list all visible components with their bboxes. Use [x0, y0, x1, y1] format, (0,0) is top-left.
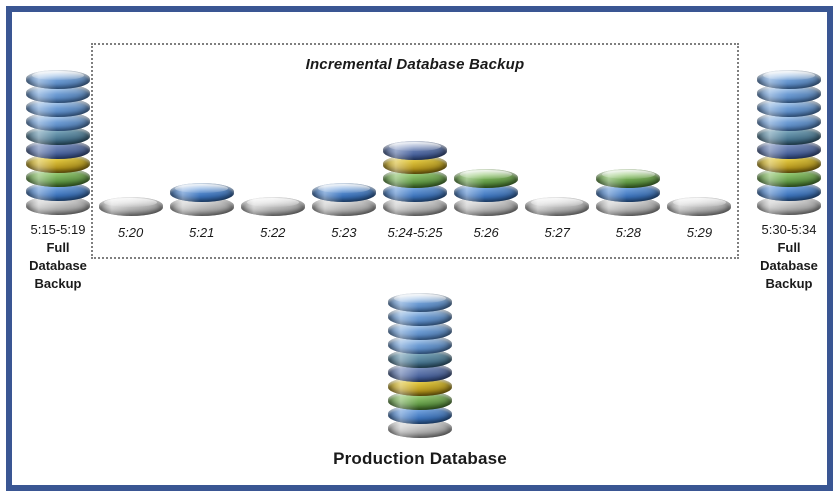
incremental-stack-group: 5:22 — [237, 197, 308, 240]
database-disk-lightblue — [757, 70, 821, 89]
backup-label-line: Database — [760, 258, 818, 273]
database-disk-green — [382, 169, 447, 188]
production-database-label: Production Database — [333, 449, 507, 468]
database-disk-navy — [757, 140, 821, 159]
incremental-stack — [667, 197, 732, 216]
incremental-stack-group: 5:29 — [664, 197, 735, 240]
incremental-stack — [98, 197, 163, 216]
database-disk-green — [388, 391, 452, 410]
incremental-time-label: 5:27 — [544, 225, 570, 240]
database-disk-gray — [596, 197, 661, 216]
incremental-stack-group: 5:24-5:25 — [379, 141, 450, 240]
database-disk-gray — [26, 196, 90, 215]
incremental-stack — [454, 169, 519, 216]
database-disk-gray — [240, 197, 305, 216]
database-disk-navy — [382, 141, 447, 160]
database-disk-teal — [26, 126, 90, 145]
incremental-stack-group: 5:27 — [522, 197, 593, 240]
database-disk-lightblue — [26, 112, 90, 131]
backup-label-line: Full — [777, 240, 801, 255]
database-disk-blue — [596, 183, 661, 202]
backup-time-range: 5:30-5:34 — [761, 222, 817, 237]
database-disk-gold — [757, 154, 821, 173]
database-disk-navy — [388, 363, 452, 382]
backup-label-line: Database — [29, 258, 87, 273]
backup-label-line: Full — [46, 240, 70, 255]
incremental-stack — [382, 141, 447, 216]
incremental-stack — [525, 197, 590, 216]
incremental-time-label: 5:28 — [615, 225, 641, 240]
database-disk-lightblue — [757, 98, 821, 117]
database-disk-lightblue — [388, 321, 452, 340]
backup-label-line: Backup — [765, 276, 813, 291]
database-disk-lightblue — [757, 112, 821, 131]
database-disk-blue — [26, 182, 90, 201]
incremental-time-label: 5:20 — [117, 225, 144, 240]
incremental-stack — [169, 183, 234, 216]
incremental-stack — [240, 197, 305, 216]
database-disk-green — [596, 169, 661, 188]
incremental-time-label: 5:24-5:25 — [387, 225, 443, 240]
database-disk-gray — [311, 197, 376, 216]
database-disk-blue — [311, 183, 376, 202]
full-backup-group-right: 5:30-5:34 Full Database Backup — [744, 70, 834, 293]
full-backup-label-left: 5:15-5:19 Full Database Backup — [13, 221, 103, 293]
incremental-stack — [596, 169, 661, 216]
incremental-stack-group: 5:20 — [95, 197, 166, 240]
database-disk-teal — [388, 349, 452, 368]
database-disk-lightblue — [388, 307, 452, 326]
incremental-time-label: 5:26 — [473, 225, 499, 240]
incremental-backup-region — [91, 43, 739, 259]
incremental-stack-group: 5:23 — [308, 183, 379, 240]
production-database-stack — [250, 293, 590, 438]
incremental-time-label: 5:21 — [189, 225, 215, 240]
incremental-stack-group: 5:28 — [593, 169, 664, 240]
database-disk-gray — [382, 197, 447, 216]
database-disk-lightblue — [26, 70, 90, 89]
database-disk-gray — [525, 197, 590, 216]
database-disk-green — [454, 169, 519, 188]
database-disk-blue — [757, 182, 821, 201]
database-disk-gold — [382, 155, 447, 174]
database-disk-lightblue — [388, 293, 452, 312]
database-disk-teal — [757, 126, 821, 145]
database-disk-gold — [388, 377, 452, 396]
database-disk-gray — [388, 419, 452, 438]
database-disk-gold — [26, 154, 90, 173]
incremental-stack-group: 5:26 — [451, 169, 522, 240]
database-disk-blue — [454, 183, 519, 202]
incremental-stack — [311, 183, 376, 216]
database-disk-gray — [757, 196, 821, 215]
database-disk-blue — [169, 183, 234, 202]
backup-time-range: 5:15-5:19 — [30, 222, 86, 237]
incremental-time-label: 5:22 — [260, 225, 286, 240]
database-disk-lightblue — [757, 84, 821, 103]
production-database-group: Production Database — [250, 293, 590, 469]
full-backup-stack-left — [13, 70, 103, 215]
incremental-backup-title: Incremental Database Backup — [305, 56, 525, 73]
incremental-time-label: 5:29 — [686, 225, 713, 240]
database-disk-green — [26, 168, 90, 187]
full-backup-stack-right — [744, 70, 834, 215]
incremental-time-label: 5:23 — [331, 225, 357, 240]
database-disk-gray — [454, 197, 519, 216]
full-backup-label-right: 5:30-5:34 Full Database Backup — [744, 221, 834, 293]
database-disk-lightblue — [26, 84, 90, 103]
database-disk-blue — [382, 183, 447, 202]
database-disk-gray — [98, 197, 163, 216]
incremental-row: 5:20 5:21 5:22 5:23 5:24-5:25 5:26 5:27 5:28 5:2… — [91, 43, 739, 240]
database-disk-blue — [388, 405, 452, 424]
database-disk-lightblue — [388, 335, 452, 354]
database-disk-navy — [26, 140, 90, 159]
database-disk-lightblue — [26, 98, 90, 117]
backup-label-line: Backup — [34, 276, 82, 291]
incremental-stack-group: 5:21 — [166, 183, 237, 240]
full-backup-group-left: 5:15-5:19 Full Database Backup — [13, 70, 103, 293]
database-disk-gray — [169, 197, 234, 216]
database-disk-gray — [667, 197, 732, 216]
database-disk-green — [757, 168, 821, 187]
